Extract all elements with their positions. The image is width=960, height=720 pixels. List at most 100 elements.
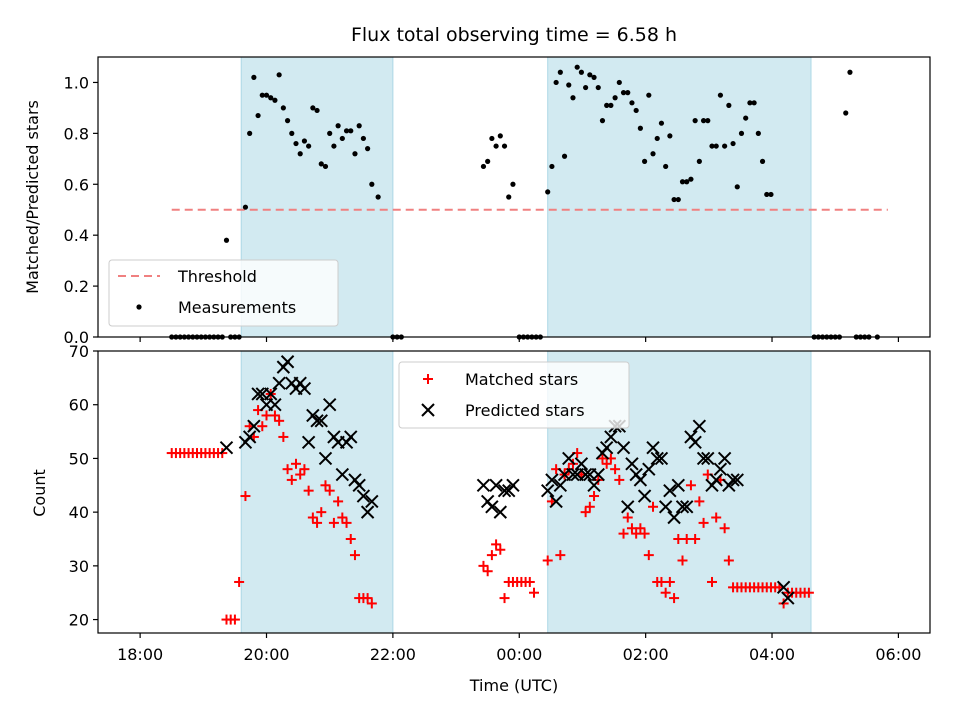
- data-point: [570, 95, 576, 101]
- data-point: [648, 501, 659, 512]
- data-point: [614, 474, 625, 485]
- data-point: [282, 464, 293, 475]
- data-point-b: [650, 451, 664, 466]
- data-point: [335, 123, 341, 129]
- data-point-b: [696, 451, 711, 466]
- data-point: [705, 118, 711, 124]
- x-tick-label: 02:00: [623, 645, 669, 664]
- y-tick-label: 0.6: [64, 175, 89, 194]
- data-point: [843, 110, 849, 116]
- data-point: [658, 500, 673, 514]
- data-point: [755, 130, 761, 136]
- data-point: [495, 544, 506, 555]
- data-point: [637, 489, 652, 503]
- data-point: [290, 458, 301, 469]
- data-point: [658, 120, 665, 126]
- data-point: [643, 550, 654, 561]
- data-point: [618, 528, 629, 539]
- data-point: [542, 555, 553, 566]
- data-point: [485, 500, 499, 514]
- y-tick-label: 60: [69, 396, 89, 415]
- data-point: [604, 430, 618, 444]
- data-point-b: [242, 430, 257, 444]
- data-point: [677, 555, 688, 566]
- data-point-b: [717, 451, 732, 466]
- data-point: [310, 105, 316, 111]
- data-point: [295, 469, 306, 480]
- data-point: [557, 69, 563, 75]
- data-point: [549, 163, 555, 170]
- y-tick-label: 0.2: [64, 277, 89, 296]
- data-point-b: [251, 387, 265, 401]
- x-tick-label: 00:00: [496, 645, 542, 664]
- data-point: [629, 100, 635, 106]
- data-point: [717, 451, 732, 466]
- data-point: [660, 587, 671, 598]
- data-point: [328, 517, 339, 528]
- data-point: [251, 74, 257, 80]
- data-point: [247, 130, 253, 136]
- data-point-b: [562, 451, 576, 466]
- data-point: [706, 576, 717, 587]
- data-point: [375, 194, 381, 200]
- data-point: [601, 458, 612, 469]
- data-point: [501, 143, 508, 149]
- data-point: [692, 118, 698, 124]
- data-point: [776, 580, 791, 595]
- data-point-b: [219, 440, 234, 455]
- data-point: [555, 550, 566, 561]
- data-point-b: [709, 473, 723, 487]
- data-point: [663, 163, 669, 170]
- data-point: [595, 84, 601, 91]
- data-point-b: [587, 478, 601, 492]
- data-point: [263, 92, 270, 98]
- data-point: [675, 500, 690, 514]
- data-point-b: [671, 478, 686, 492]
- y-tick-label: 50: [69, 449, 89, 468]
- data-point: [356, 489, 371, 503]
- data-point-b: [574, 457, 589, 471]
- series-0: [166, 388, 814, 625]
- data-point: [280, 355, 295, 369]
- data-point: [566, 82, 572, 88]
- data-point: [599, 118, 606, 124]
- data-point-b: [352, 478, 366, 492]
- data-point: [272, 376, 286, 390]
- data-point: [322, 398, 337, 412]
- data-point-b: [701, 451, 715, 466]
- y-tick-label: 40: [69, 503, 89, 522]
- data-point-b: [599, 440, 614, 455]
- data-point: [622, 512, 633, 523]
- data-point: [616, 79, 622, 86]
- chart-title: Flux total observing time = 6.58 h: [351, 24, 677, 46]
- data-point-b: [540, 483, 555, 498]
- data-point-b: [493, 505, 508, 519]
- data-point: [583, 84, 589, 91]
- data-point: [578, 467, 593, 482]
- series-1: [219, 355, 795, 605]
- data-point: [284, 118, 291, 124]
- data-point: [274, 415, 285, 426]
- data-point: [722, 143, 728, 149]
- data-point: [489, 135, 495, 142]
- data-point: [654, 135, 660, 142]
- data-point: [219, 440, 234, 455]
- data-point: [738, 130, 745, 136]
- data-point: [709, 143, 715, 149]
- data-point-b: [322, 398, 337, 412]
- data-point-b: [578, 467, 593, 482]
- data-point: [247, 419, 261, 433]
- data-point: [344, 430, 358, 444]
- data-point: [549, 494, 563, 509]
- data-point: [268, 398, 282, 412]
- x-tick-label: 22:00: [370, 645, 416, 664]
- data-point: [675, 196, 681, 203]
- data-point: [360, 135, 366, 142]
- data-point: [730, 140, 736, 147]
- data-point-b: [566, 467, 580, 482]
- data-point: [553, 79, 559, 86]
- data-point-b: [776, 580, 791, 595]
- data-point: [366, 598, 377, 609]
- data-point: [327, 130, 333, 136]
